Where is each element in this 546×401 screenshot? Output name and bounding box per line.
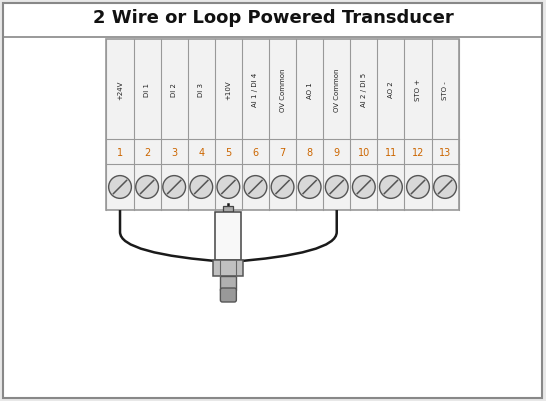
Text: 3: 3 (171, 147, 177, 157)
Text: AO 1: AO 1 (307, 81, 313, 98)
Text: +10V: +10V (225, 80, 232, 100)
Text: DI 3: DI 3 (198, 83, 204, 97)
Circle shape (325, 176, 348, 199)
Circle shape (353, 176, 375, 199)
Circle shape (298, 176, 321, 199)
Text: 2 Wire or Loop Powered Transducer: 2 Wire or Loop Powered Transducer (93, 9, 453, 27)
FancyBboxPatch shape (213, 260, 244, 276)
Circle shape (190, 176, 212, 199)
Text: 6: 6 (252, 147, 258, 157)
Text: DI 2: DI 2 (171, 83, 177, 97)
Text: 10: 10 (358, 147, 370, 157)
Circle shape (407, 176, 429, 199)
Text: 2: 2 (144, 147, 150, 157)
Text: 1: 1 (117, 147, 123, 157)
Text: 13: 13 (439, 147, 451, 157)
FancyBboxPatch shape (106, 40, 459, 211)
FancyBboxPatch shape (223, 207, 233, 213)
Text: OV Common: OV Common (334, 68, 340, 111)
FancyBboxPatch shape (215, 213, 241, 260)
Text: STO +: STO + (415, 79, 421, 101)
Circle shape (244, 176, 267, 199)
Text: STO -: STO - (442, 81, 448, 99)
Text: 4: 4 (198, 147, 204, 157)
Text: 11: 11 (385, 147, 397, 157)
Text: DI 1: DI 1 (144, 83, 150, 97)
Text: +24V: +24V (117, 80, 123, 99)
Circle shape (271, 176, 294, 199)
Text: OV Common: OV Common (280, 68, 286, 111)
Circle shape (434, 176, 456, 199)
FancyBboxPatch shape (221, 288, 236, 302)
Text: 5: 5 (225, 147, 232, 157)
FancyBboxPatch shape (221, 276, 236, 290)
Circle shape (217, 176, 240, 199)
Circle shape (379, 176, 402, 199)
Text: AI 2 / DI 5: AI 2 / DI 5 (361, 73, 367, 107)
Text: AI 1 / DI 4: AI 1 / DI 4 (252, 73, 258, 107)
Text: 8: 8 (307, 147, 313, 157)
Text: 12: 12 (412, 147, 424, 157)
Circle shape (136, 176, 158, 199)
Text: 9: 9 (334, 147, 340, 157)
Text: AO 2: AO 2 (388, 82, 394, 98)
Circle shape (163, 176, 186, 199)
Text: 7: 7 (280, 147, 286, 157)
Circle shape (109, 176, 132, 199)
FancyBboxPatch shape (3, 4, 542, 398)
